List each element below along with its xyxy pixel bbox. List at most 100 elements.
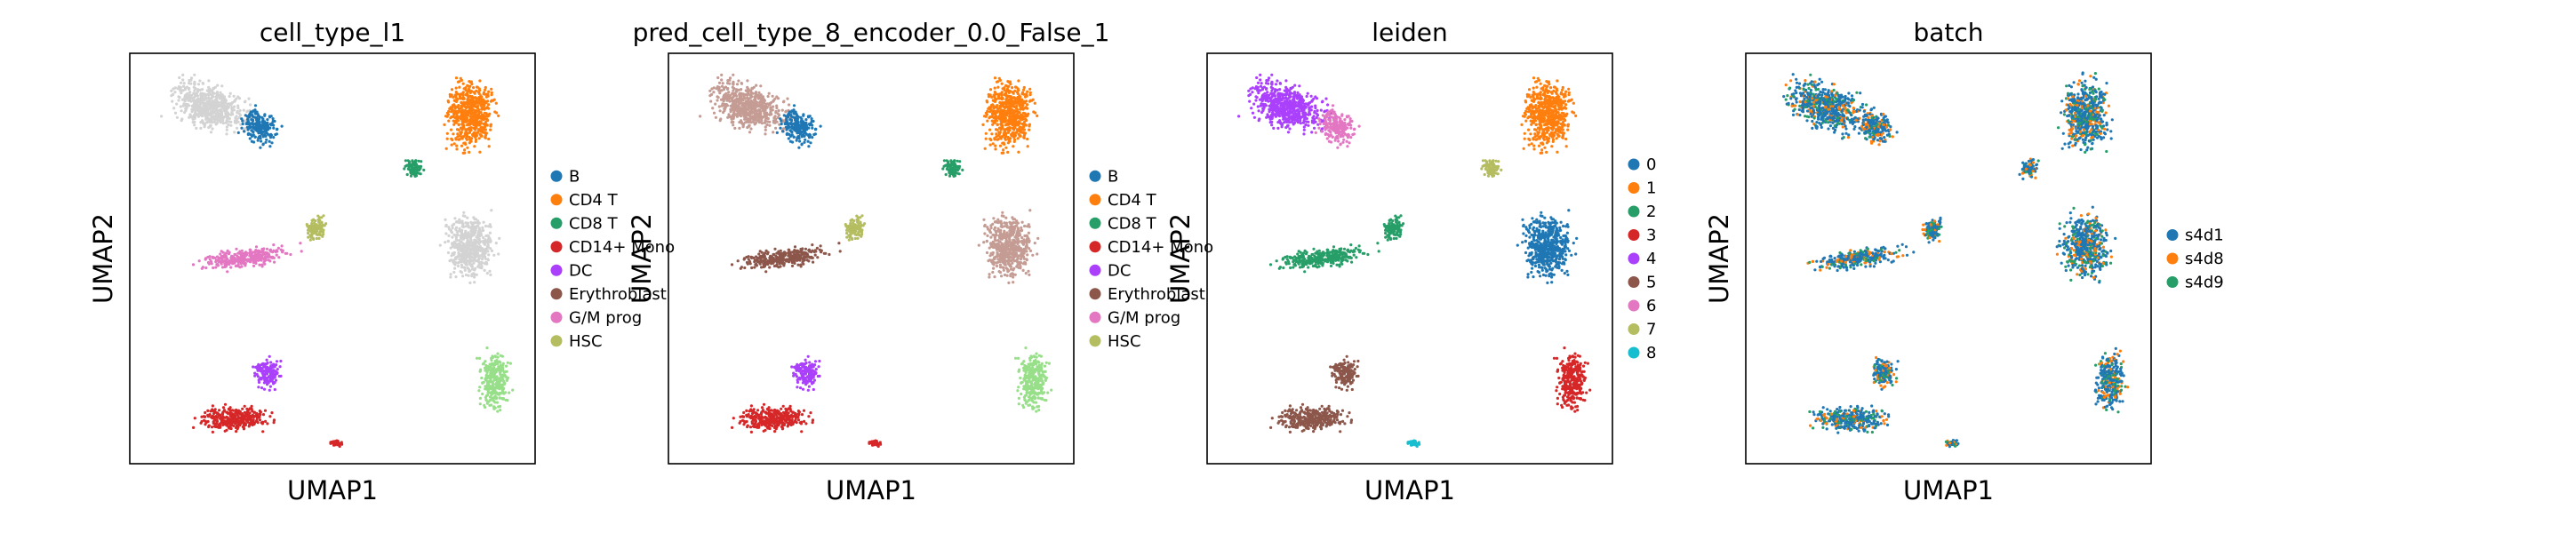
scatter-point (796, 128, 799, 132)
scatter-point (793, 125, 796, 129)
scatter-point (764, 128, 767, 131)
scatter-point (732, 100, 735, 104)
scatter-point (170, 89, 173, 92)
scatter-point (233, 99, 236, 103)
scatter-point (236, 415, 240, 418)
scatter-point (195, 98, 198, 102)
scatter-point (199, 101, 203, 106)
scatter-point (475, 356, 479, 360)
scatter-point (252, 140, 256, 144)
scatter-point (804, 138, 807, 141)
scatter-point (790, 140, 795, 144)
scatter-point (462, 211, 466, 214)
scatter-point (214, 260, 218, 264)
scatter-point (732, 80, 735, 84)
scatter-point (994, 115, 997, 118)
scatter-point (1002, 148, 1005, 152)
scatter-point (246, 128, 250, 131)
scatter-point (240, 117, 244, 121)
scatter-point (986, 119, 989, 123)
scatter-point (789, 110, 793, 114)
scatter-point (193, 89, 196, 92)
scatter-point (253, 108, 257, 112)
scatter-point (308, 234, 312, 237)
scatter-point (1018, 102, 1021, 106)
scatter-point (257, 131, 260, 135)
scatter-point (462, 97, 466, 100)
scatter-point (219, 252, 222, 256)
scatter-point (263, 380, 267, 384)
scatter-point (487, 253, 491, 257)
scatter-point (456, 135, 460, 139)
scatter-point (193, 123, 196, 127)
scatter-point (236, 131, 240, 134)
scatter-point (986, 109, 989, 113)
scatter-point (469, 98, 473, 101)
scatter-point (458, 97, 461, 100)
scatter-point (486, 369, 490, 372)
scatter-point (229, 120, 233, 123)
legend-marker (550, 335, 563, 347)
scatter-point (464, 128, 468, 131)
scatter-point (473, 145, 476, 148)
scatter-point (272, 374, 276, 378)
scatter-point (475, 126, 478, 130)
scatter-point (461, 242, 465, 245)
scatter-point (461, 123, 465, 127)
scatter-point (988, 143, 992, 147)
scatter-point (461, 224, 465, 227)
scatter-point (201, 101, 204, 105)
scatter-point (711, 107, 715, 110)
scatter-point (218, 119, 221, 123)
scatter-point (486, 259, 490, 262)
scatter-point (481, 226, 484, 229)
scatter-point (276, 127, 279, 131)
scatter-point (490, 356, 493, 360)
scatter-point (475, 259, 478, 263)
scatter-point (422, 168, 426, 171)
scatter-point (205, 121, 209, 124)
scatter-point (800, 143, 804, 147)
scatter-point (740, 82, 744, 85)
scatter-point (417, 159, 420, 163)
scatter-point (449, 273, 452, 276)
scatter-point (264, 369, 268, 372)
scatter-point (733, 126, 737, 130)
scatter-point (1002, 101, 1005, 106)
scatter-point (454, 275, 458, 279)
scatter-point (202, 415, 205, 418)
scatter-point (506, 376, 510, 379)
scatter-point (452, 253, 455, 257)
scatter-point (1026, 103, 1029, 107)
scatter-point (469, 243, 473, 248)
scatter-point (471, 96, 476, 99)
scatter-point (214, 266, 218, 269)
scatter-point (498, 236, 501, 240)
scatter-point (215, 121, 220, 124)
scatter-point (994, 144, 997, 147)
scatter-point (225, 419, 228, 423)
scatter-point (492, 405, 496, 409)
scatter-point (490, 209, 493, 212)
scatter-point (792, 108, 796, 112)
scatter-point (460, 119, 464, 123)
scatter-point (450, 93, 453, 97)
scatter-point (200, 419, 204, 424)
scatter-point (996, 138, 1000, 141)
scatter-point (248, 251, 252, 254)
scatter-point (1009, 102, 1012, 106)
scatter-point (409, 174, 413, 178)
scatter-point (452, 132, 455, 136)
scatter-point (242, 423, 246, 426)
scatter-point (489, 395, 492, 399)
scatter-point (460, 110, 464, 114)
scatter-point (797, 146, 801, 149)
scatter-point (446, 251, 451, 255)
scatter-point (502, 379, 506, 383)
scatter-point (795, 139, 798, 142)
scatter-point (202, 122, 205, 125)
scatter-point (498, 380, 501, 384)
scatter-point (799, 115, 803, 119)
scatter-point (246, 132, 250, 136)
scatter-point (173, 111, 178, 115)
